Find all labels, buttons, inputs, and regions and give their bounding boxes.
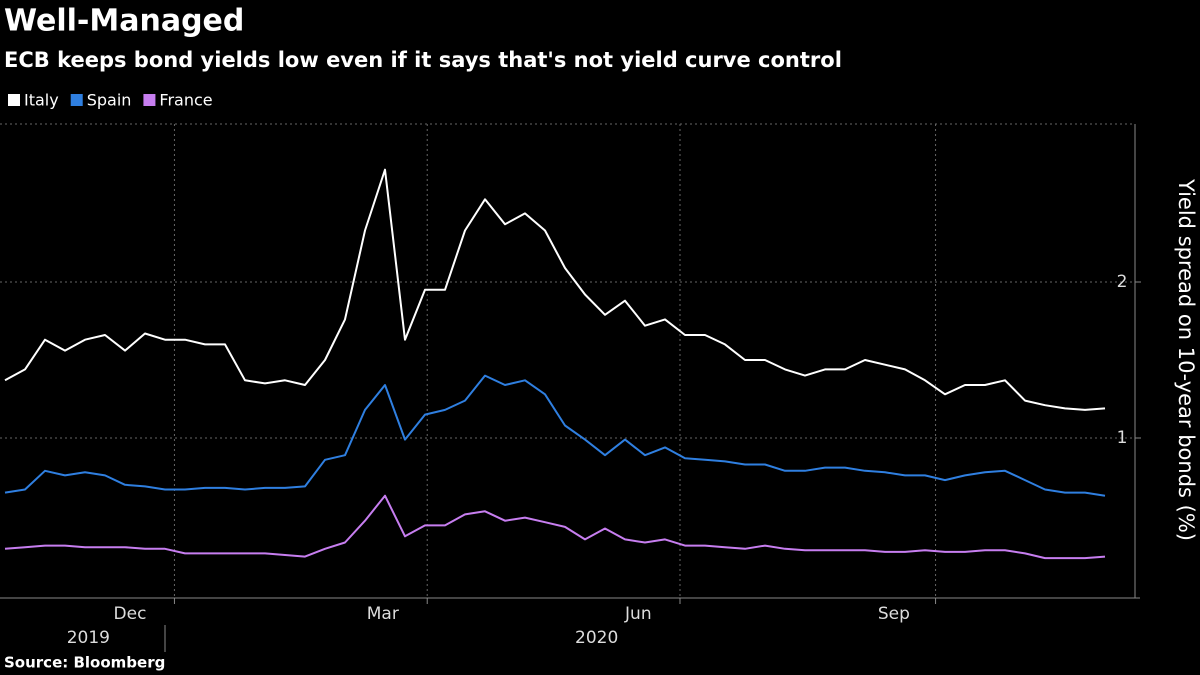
source: Source: Bloomberg xyxy=(4,654,165,672)
x-tick-label: Sep xyxy=(878,604,910,624)
y-tick-label: 1 xyxy=(1117,428,1128,448)
chart-title: Well-Managed xyxy=(4,4,244,39)
y-tick-label: 2 xyxy=(1117,272,1128,292)
series-line xyxy=(4,374,1106,497)
legend-label: France xyxy=(159,91,212,110)
legend-label: Italy xyxy=(24,91,59,110)
series-line xyxy=(4,168,1106,411)
x-tick-label: Mar xyxy=(367,604,399,624)
year-label: 2019 xyxy=(67,628,110,648)
x-tick-label: Dec xyxy=(114,604,147,624)
legend-label: Spain xyxy=(87,91,132,110)
y-axis-title: Yield spread on 10-year bonds (%) xyxy=(1174,178,1198,541)
legend-swatch xyxy=(70,94,83,106)
chart-subtitle: ECB keeps bond yields low even if it say… xyxy=(4,48,842,72)
year-label: 2020 xyxy=(575,628,618,648)
legend-swatch xyxy=(143,94,156,106)
x-tick-label: Jun xyxy=(624,604,652,624)
legend-swatch xyxy=(8,94,20,106)
series-line xyxy=(4,494,1106,560)
